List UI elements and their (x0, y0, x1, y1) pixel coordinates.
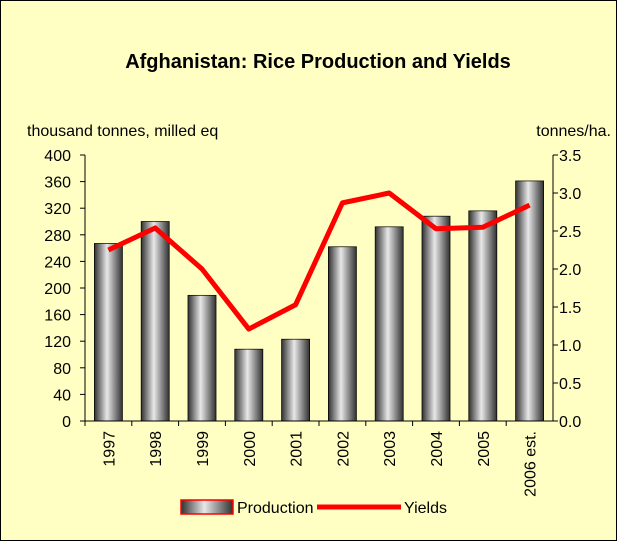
y2-tick-label: 2.5 (559, 224, 581, 241)
y2-tick-label: 1.0 (559, 338, 581, 355)
y-tick-label: 280 (44, 228, 71, 245)
y-tick-label: 160 (44, 308, 71, 325)
y2-tick-label: 1.5 (559, 300, 581, 317)
bar (374, 226, 404, 422)
x-tick-label: 1998 (148, 431, 165, 467)
y-tick-label: 40 (53, 387, 71, 404)
y2-tick-label: 3.5 (559, 148, 581, 165)
y2-tick-label: 3.0 (559, 186, 581, 203)
bar (328, 246, 357, 422)
line (107, 190, 531, 332)
y2-tick-label: 0.5 (559, 376, 581, 393)
bar (140, 221, 170, 422)
legend-label: Yields (404, 500, 447, 517)
bar (515, 180, 544, 422)
x-tick-label: 2005 (476, 431, 493, 467)
x-tick-label: 1997 (101, 431, 118, 467)
chart-title: Afghanistan: Rice Production and Yields (125, 51, 511, 73)
y-axis-label: thousand tonnes, milled eq (27, 123, 218, 140)
bar (281, 338, 310, 422)
bar (468, 210, 498, 422)
bar (187, 294, 217, 422)
x-tick-label: 2003 (382, 431, 399, 467)
x-tick-label: 2000 (242, 431, 259, 467)
legend-swatch (180, 499, 234, 515)
y2-tick-label: 2.0 (559, 262, 581, 279)
bar (421, 215, 451, 422)
x-tick-label: 2002 (335, 431, 352, 467)
x-tick-label: 1999 (195, 431, 212, 467)
y-tick-label: 120 (44, 334, 71, 351)
x-tick-label: 2001 (289, 431, 306, 467)
x-tick-label: 2006 est. (523, 431, 540, 497)
y-tick-label: 240 (44, 254, 71, 271)
y-tick-label: 320 (44, 201, 71, 218)
y-tick-label: 360 (44, 175, 71, 192)
y2-axis-label: tonnes/ha. (536, 123, 611, 140)
x-tick-label: 2004 (429, 431, 446, 467)
y-tick-label: 80 (53, 361, 71, 378)
bar (94, 243, 123, 422)
y-tick-label: 200 (44, 281, 71, 298)
y-tick-label: 0 (62, 414, 71, 431)
legend-label: Production (237, 500, 314, 517)
bar (234, 348, 264, 422)
y2-tick-label: 0.0 (559, 414, 581, 431)
y-tick-label: 400 (44, 148, 71, 165)
